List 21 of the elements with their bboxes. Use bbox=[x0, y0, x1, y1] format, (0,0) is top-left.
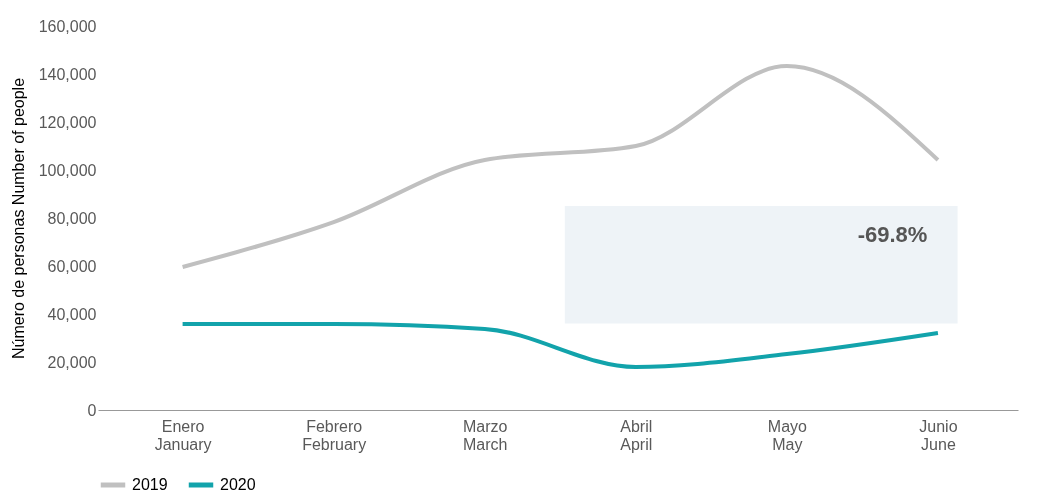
y-tick-label: 120,000 bbox=[38, 113, 97, 131]
legend-label: 2020 bbox=[220, 476, 256, 493]
x-tick-label: Febrero February bbox=[302, 417, 367, 453]
band-label: -69.8% bbox=[857, 222, 928, 248]
y-tick-label: 20,000 bbox=[47, 353, 97, 371]
x-tick-label: Marzo March bbox=[463, 417, 508, 453]
y-tick-label: 160,000 bbox=[38, 17, 97, 35]
x-tick-label: Abril April bbox=[620, 417, 653, 453]
y-tick-label: 40,000 bbox=[47, 305, 97, 323]
y-tick-label: 0 bbox=[87, 401, 97, 419]
y-tick-label: 80,000 bbox=[47, 209, 97, 227]
y-tick-label: 140,000 bbox=[38, 65, 97, 83]
y-tick-label: 100,000 bbox=[38, 161, 97, 179]
line-series bbox=[180, 64, 940, 269]
line-series bbox=[180, 322, 940, 370]
x-tick-label: Mayo May bbox=[767, 417, 808, 453]
x-tick-label: Junio June bbox=[919, 417, 958, 453]
x-tick-label: Enero January bbox=[154, 417, 212, 453]
legend-label: 2019 bbox=[132, 476, 168, 493]
y-axis-title: Número de personas Number of people bbox=[9, 77, 27, 360]
y-tick-label: 60,000 bbox=[47, 257, 97, 275]
